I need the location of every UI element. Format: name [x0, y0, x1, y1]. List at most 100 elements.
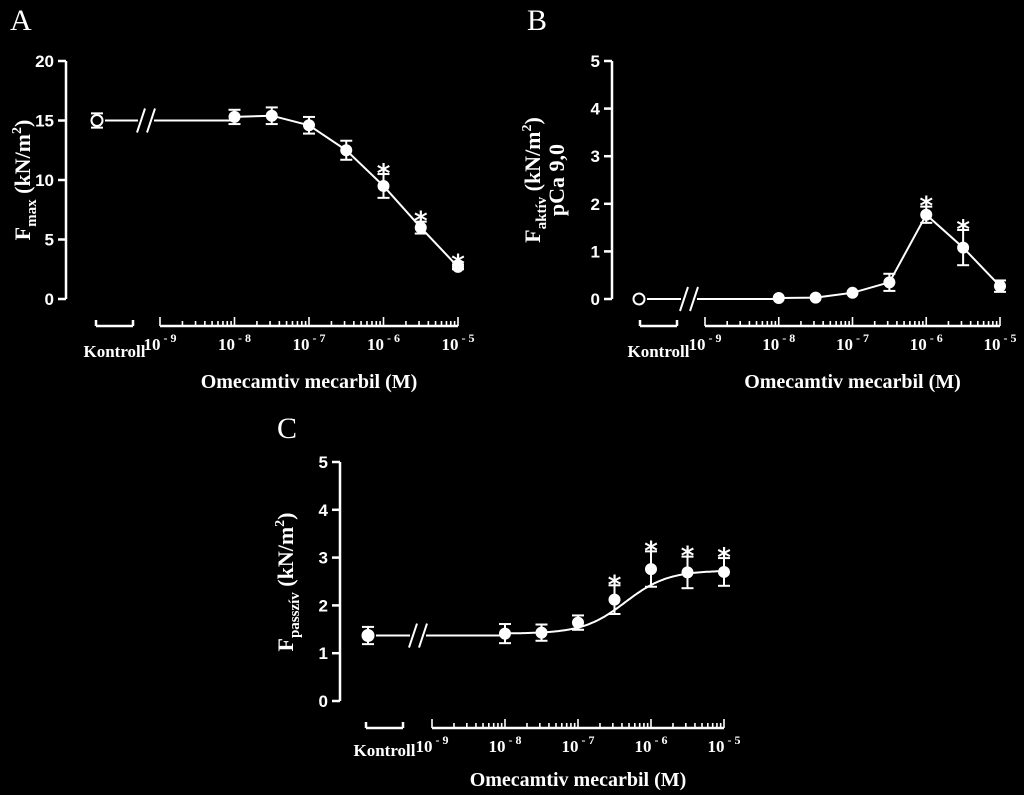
x-tick-base: 10	[635, 737, 652, 756]
x-tick-base: 10	[293, 335, 310, 354]
x-tick-exp: - 8	[506, 733, 522, 747]
y-label-unit: (kN/m	[10, 134, 35, 199]
axis-break-mark	[136, 108, 146, 133]
y-tick-label: 2	[591, 195, 600, 214]
x-tick-base: 10	[689, 335, 706, 354]
y-label-sup: 2	[273, 520, 288, 527]
y-tick-label: 4	[319, 501, 329, 520]
y-label-sup: 2	[10, 127, 25, 134]
significance-star: *	[451, 249, 465, 279]
x-tick-base: 10	[367, 335, 384, 354]
axis-break-mark	[689, 286, 699, 312]
y-label-main: F	[10, 227, 35, 240]
x-tick-base: 10	[442, 335, 459, 354]
data-point	[228, 110, 241, 123]
y-tick-label: 4	[591, 100, 601, 119]
data-point	[608, 593, 621, 606]
y-tick-label: 5	[591, 52, 600, 71]
data-point	[452, 260, 464, 273]
x-tick-label: 10 - 5	[708, 733, 741, 756]
x-tick-base: 10	[144, 335, 161, 354]
y-label-main: F	[273, 638, 298, 651]
x-axis-label: Omecamtiv mecarbil (M)	[470, 769, 687, 791]
x-tick-exp: - 6	[652, 733, 668, 747]
x-tick-exp: - 5	[725, 733, 741, 747]
y-axis-label: Fpasszív (kN/m2)	[273, 512, 303, 651]
x-tick-exp: - 5	[459, 331, 475, 345]
y-tick-label: 0	[591, 290, 600, 309]
y-tick-label: 1	[591, 242, 600, 261]
data-point	[681, 566, 694, 579]
x-axis-label: Omecamtiv mecarbil (M)	[744, 371, 961, 393]
x-tick-exp: - 6	[384, 331, 400, 345]
panel-letter: B	[527, 4, 547, 37]
x-tick-base: 10	[218, 335, 235, 354]
data-point	[377, 179, 390, 192]
x-tick-exp: - 7	[579, 733, 595, 747]
data-point	[572, 616, 584, 629]
y-label-unit: (kN/m	[273, 527, 298, 592]
data-point	[994, 280, 1006, 293]
data-point	[718, 565, 730, 578]
x-tick-exp: - 9	[433, 733, 449, 747]
y-axis-label: Faktív (kN/m2)	[520, 117, 550, 243]
significance-star: *	[681, 542, 695, 572]
y-tick-label: 5	[319, 453, 328, 472]
x-tick-base: 10	[836, 335, 853, 354]
significance-star: *	[717, 543, 731, 573]
x-tick-exp: - 9	[161, 331, 177, 345]
x-tick-base: 10	[984, 335, 1001, 354]
data-point	[957, 241, 970, 254]
y-tick-label: 5	[45, 231, 54, 250]
x-tick-label: 10 - 5	[442, 331, 475, 354]
y-label-close: )	[273, 512, 298, 519]
x-tick-label: 10 - 8	[762, 331, 795, 354]
y-label-sub: max	[24, 199, 40, 227]
x-tick-label: 10 - 9	[416, 733, 449, 756]
y-tick-label: 3	[319, 549, 328, 568]
y-axis-label-line2: pCa 9,0	[544, 144, 569, 216]
data-point	[772, 292, 785, 305]
significance-star: *	[956, 215, 970, 245]
x-tick-label: 10 - 6	[910, 331, 943, 354]
x-tick-base: 10	[562, 737, 579, 756]
y-label-close: )	[10, 120, 35, 127]
y-label-main: F	[520, 229, 545, 242]
x-tick-label: 10 - 6	[367, 331, 400, 354]
x-tick-label: 10 - 7	[836, 331, 869, 354]
x-tick-exp: - 8	[779, 331, 795, 345]
x-tick-label: 10 - 7	[293, 331, 326, 354]
series-line	[234, 114, 459, 268]
x-tick-base: 10	[416, 737, 433, 756]
control-label: Kontroll	[627, 342, 689, 361]
data-point	[883, 276, 896, 289]
x-tick-exp: - 6	[927, 331, 943, 345]
x-tick-base: 10	[489, 737, 506, 756]
x-tick-label: 10 - 6	[635, 733, 668, 756]
axis-break-mark	[418, 623, 428, 648]
x-tick-label: 10 - 9	[689, 331, 722, 354]
y-axis-label: Fmax (kN/m2)	[10, 120, 40, 241]
y-tick-label: 2	[319, 596, 328, 615]
x-tick-label: 10 - 9	[144, 331, 177, 354]
x-tick-label: 10 - 5	[984, 331, 1017, 354]
x-tick-base: 10	[708, 737, 725, 756]
y-tick-label: 1	[319, 644, 328, 663]
significance-star: *	[377, 159, 391, 189]
data-point	[645, 563, 657, 576]
control-point	[90, 114, 104, 127]
x-tick-exp: - 5	[1001, 331, 1017, 345]
x-tick-label: 10 - 8	[218, 331, 251, 354]
x-tick-label: 10 - 8	[489, 733, 522, 756]
y-tick-label: 10	[35, 171, 54, 190]
data-point	[920, 208, 933, 221]
significance-star: *	[919, 192, 933, 222]
data-point	[809, 291, 822, 304]
y-tick-label: 0	[319, 692, 328, 711]
x-tick-base: 10	[762, 335, 779, 354]
x-axis-label: Omecamtiv mecarbil (M)	[201, 371, 418, 393]
significance-star: *	[414, 207, 428, 237]
